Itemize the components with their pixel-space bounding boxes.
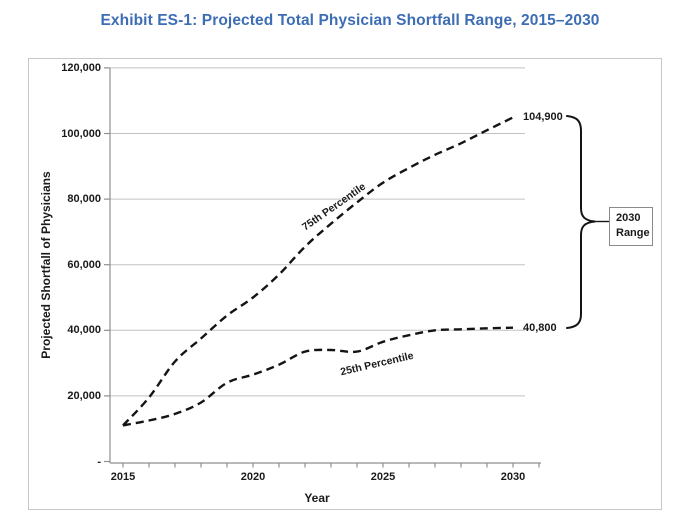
y-axis-tick-label: - [97, 455, 101, 468]
series-line-75th [122, 116, 514, 427]
y-axis-tick-label: 120,000 [61, 61, 101, 74]
axes [109, 68, 541, 464]
y-axis-tick-label: 100,000 [61, 127, 101, 140]
y-axis-tick-label: 40,000 [67, 324, 101, 337]
x-axis-tick-label: 2030 [500, 471, 526, 483]
series-line-25th [122, 326, 514, 427]
x-axis-tick-label: 2020 [240, 471, 266, 483]
y-axis-tick-label: 80,000 [67, 193, 101, 206]
end-value-label-75th: 104,900 [523, 111, 563, 123]
range-annotation-line1: 2030 [616, 212, 641, 224]
x-axis-title: Year [304, 491, 330, 505]
end-value-label-25th: 40,800 [523, 322, 557, 334]
range-brace [566, 115, 609, 329]
series-lines [122, 116, 514, 427]
range-annotation-box: 2030 Range [609, 207, 653, 246]
chart-title: Exhibit ES-1: Projected Total Physician … [100, 12, 600, 29]
gridlines [110, 67, 525, 397]
x-axis-tick-label: 2015 [110, 471, 136, 483]
y-axis-title: Projected Shortfall of Physicians [39, 171, 53, 359]
y-axis-tick-label: 20,000 [67, 389, 101, 402]
x-axis-tick-label: 2025 [370, 471, 396, 483]
y-axis-tick-label: 60,000 [67, 258, 101, 271]
tick-marks [104, 67, 540, 468]
range-annotation-line2: Range [616, 227, 650, 239]
